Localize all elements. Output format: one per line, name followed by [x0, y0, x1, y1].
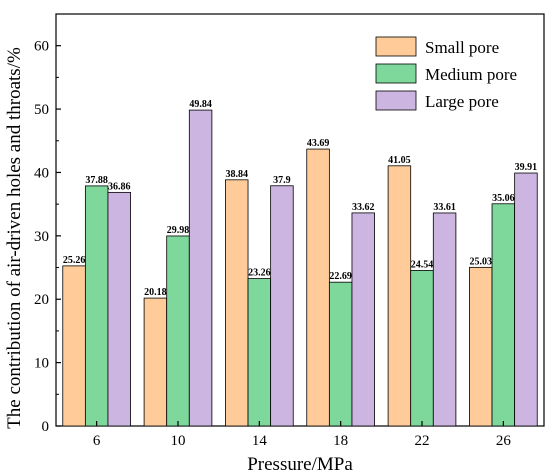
bar	[351, 212, 375, 427]
y-tick-label: 30	[34, 229, 49, 245]
y-tick-label: 0	[42, 419, 50, 435]
x-tick-label: 22	[415, 433, 430, 449]
bar	[270, 185, 294, 427]
bar	[247, 278, 272, 427]
legend-label: Large pore	[425, 92, 499, 111]
x-tick-label: 14	[252, 433, 268, 449]
bar-value-label: 38.84	[225, 169, 248, 180]
bar-value-label: 37.88	[85, 175, 108, 186]
bar-value-label: 33.62	[352, 202, 375, 213]
bar-value-label: 25.03	[469, 256, 492, 267]
legend-swatch	[375, 36, 417, 57]
y-tick-label: 20	[34, 292, 49, 308]
plot-frame	[55, 13, 545, 427]
x-tick-label: 18	[333, 433, 348, 449]
bar	[188, 109, 213, 427]
y-tick-label: 50	[34, 102, 49, 118]
x-tick-label: 6	[93, 433, 101, 449]
bar	[491, 203, 516, 427]
bar	[469, 266, 493, 427]
bar	[328, 281, 353, 427]
bar	[107, 191, 131, 427]
bar	[514, 172, 538, 427]
bar-value-label: 49.84	[189, 99, 212, 110]
legend-swatch	[375, 90, 417, 111]
bar	[143, 297, 168, 427]
y-tick-label: 40	[34, 165, 49, 181]
bar	[84, 185, 109, 427]
legend-label: Medium pore	[425, 65, 517, 84]
legend-label: Small pore	[425, 38, 499, 57]
bar-value-label: 20.18	[144, 287, 167, 298]
bar-value-label: 35.06	[492, 193, 515, 204]
bar-value-label: 39.91	[515, 162, 538, 173]
bar-value-label: 43.69	[307, 138, 330, 149]
bar-value-label: 25.26	[63, 255, 86, 266]
bar	[166, 235, 190, 427]
y-axis: 0 10 20 30 40 50 60	[34, 39, 61, 435]
bar-value-label: 41.05	[388, 155, 411, 166]
bar-value-label: 36.86	[108, 181, 131, 192]
legend-swatch	[375, 63, 417, 84]
bars-group	[62, 109, 538, 427]
bar-value-label: 24.54	[411, 259, 434, 270]
bar	[387, 165, 412, 427]
bar-value-label: 22.69	[329, 271, 352, 282]
x-axis: 6 10 14 18 22 26	[93, 421, 511, 449]
y-axis-label: The contribution of air-driven holes and…	[4, 47, 25, 429]
y-tick-label: 60	[34, 39, 49, 55]
legend: Small pore Medium pore Large pore	[375, 36, 517, 111]
bar	[410, 270, 434, 427]
y-tick-label: 10	[34, 356, 49, 372]
bar-value-label: 29.98	[167, 225, 190, 236]
bar-value-label: 37.9	[273, 175, 291, 186]
x-tick-label: 26	[496, 433, 512, 449]
bar	[306, 148, 330, 427]
bar	[225, 179, 249, 427]
bar	[62, 265, 86, 427]
x-axis-label: Pressure/MPa	[247, 454, 353, 474]
x-tick-label: 10	[171, 433, 186, 449]
bar-value-label: 23.26	[248, 268, 271, 279]
bar	[432, 212, 457, 427]
bar-value-label: 33.61	[433, 202, 456, 213]
plot-area	[55, 13, 545, 427]
